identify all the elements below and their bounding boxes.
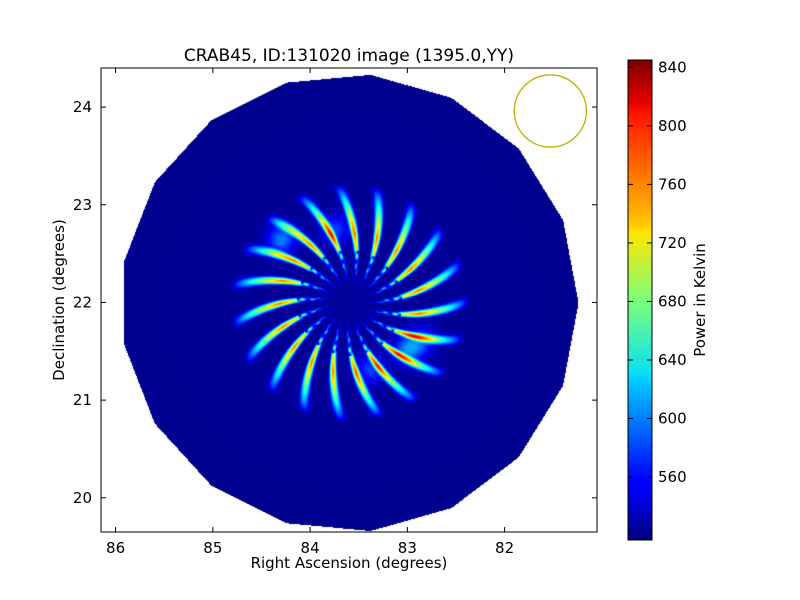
colorbar-ticks: 560 600 640 680 720 760 800 840 [628, 58, 687, 486]
axes-frame [100, 67, 598, 533]
colorbar-tick-label: 600 [658, 410, 687, 428]
colorbar-tick-label: 720 [658, 234, 687, 252]
x-tick-label: 86 [106, 539, 125, 557]
chart-title: CRAB45, ID:131020 image (1395.0,YY) [184, 46, 514, 66]
colorbar-tick-label: 680 [658, 292, 687, 310]
colorbar-tick-label: 560 [658, 468, 687, 486]
y-axis-label: Declination (degrees) [50, 219, 68, 381]
y-axis-ticks: 20 21 22 23 24 [73, 98, 597, 507]
colorbar-tick-label: 760 [658, 175, 687, 193]
y-tick-label: 23 [73, 196, 92, 214]
x-axis-label: Right Ascension (degrees) [251, 554, 448, 572]
x-tick-label: 82 [495, 539, 514, 557]
colorbar-tick-label: 640 [658, 351, 687, 369]
y-tick-label: 21 [73, 391, 92, 409]
x-axis-ticks: 86 85 84 83 82 [106, 68, 514, 557]
x-tick-label: 83 [398, 539, 417, 557]
colorbar [627, 59, 653, 541]
x-tick-label: 85 [203, 539, 222, 557]
heatmap-image [101, 68, 597, 532]
y-tick-label: 20 [73, 489, 92, 507]
colorbar-tick-label: 840 [658, 58, 687, 76]
y-tick-label: 22 [73, 293, 92, 311]
beam-circle [513, 74, 588, 148]
x-tick-label: 84 [301, 539, 320, 557]
colorbar-label: Power in Kelvin [691, 243, 709, 357]
y-tick-label: 24 [73, 98, 92, 116]
colorbar-tick-label: 800 [658, 117, 687, 135]
